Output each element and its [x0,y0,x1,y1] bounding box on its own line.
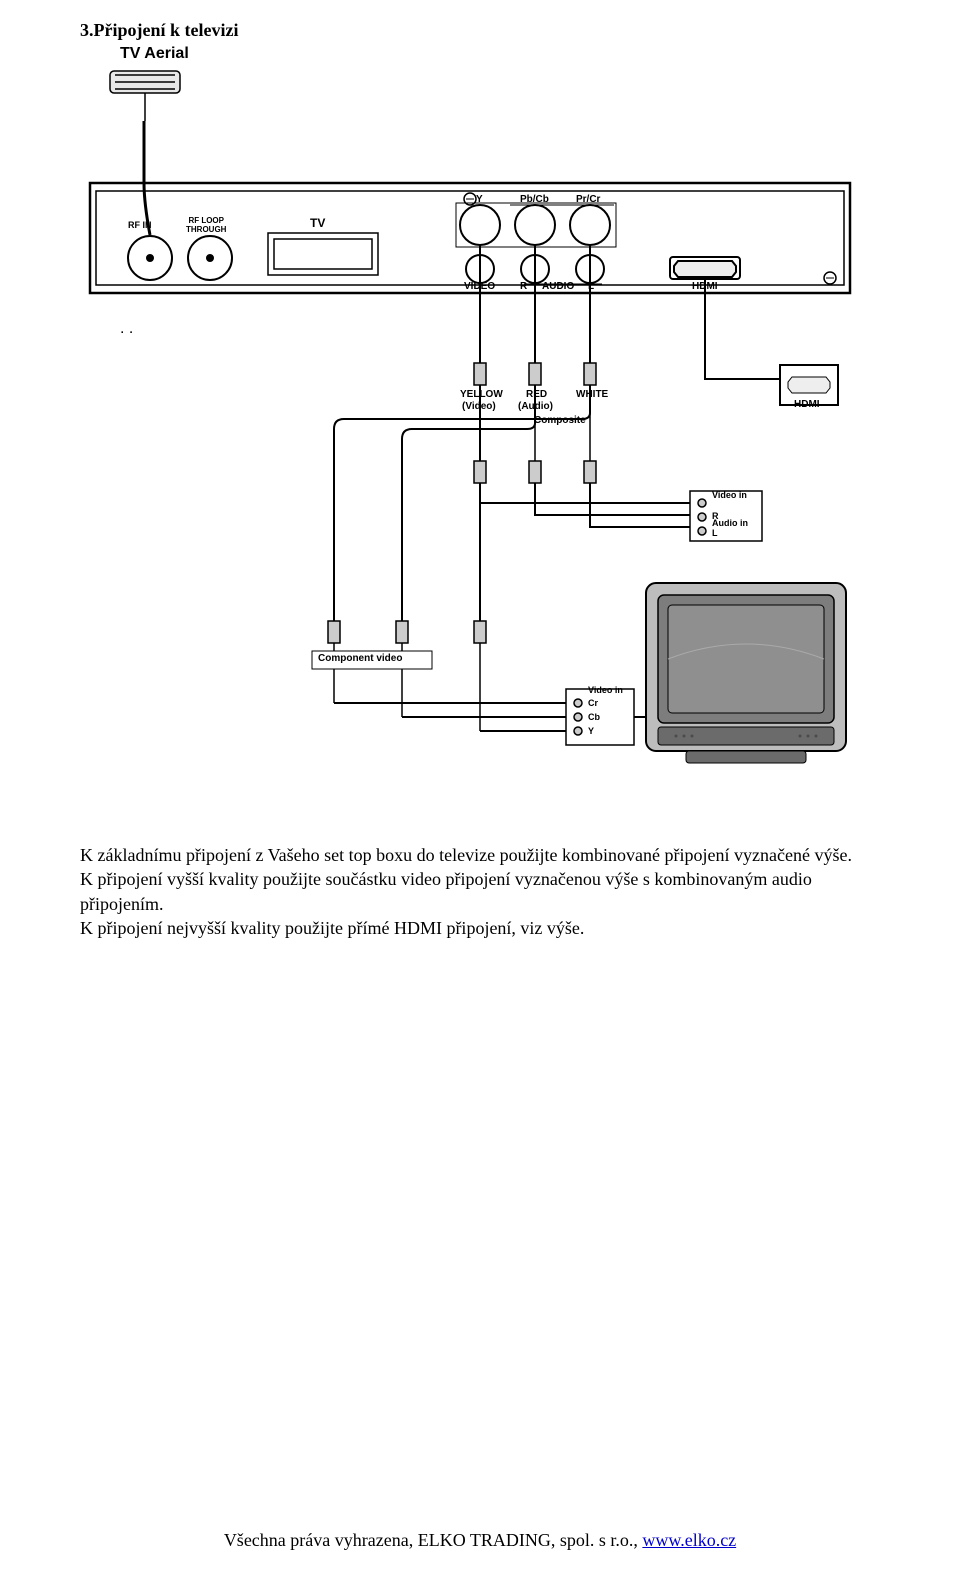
label-video: VIDEO [464,281,495,292]
label-composite: Composite [534,415,586,426]
svg-text:. .: . . [120,320,133,337]
footer-text: Všechna práva vyhrazena, ELKO TRADING, s… [224,1530,643,1550]
label-cb: Cb [588,713,600,723]
label-hdmi-port: HDMI [692,281,718,292]
label-tv-scart: TV [310,217,325,230]
label-l: L [588,281,594,292]
antenna-label: TV Aerial [120,45,880,63]
label-yellow-sub: (Video) [462,401,496,412]
footer-link[interactable]: www.elko.cz [642,1530,736,1550]
label-hdmi-box: HDMI [794,399,820,410]
paragraph-2: K připojení vyšší kvality použijte součá… [80,867,880,916]
label-videoin-bot: Video in [588,686,623,696]
label-component: Component video [318,653,402,664]
label-y: Y [476,194,483,205]
connection-diagram: . . [80,63,880,823]
label-videoin-top: Video in [712,491,747,501]
label-r: R [520,281,527,292]
footer: Všechna práva vyhrazena, ELKO TRADING, s… [80,1530,880,1551]
label-red: RED [526,389,547,400]
section-title: 3.Připojení k televizi [80,20,880,41]
label-rf-in: RF IN [128,221,152,231]
label-rf-loop: RF LOOP THROUGH [186,217,226,235]
label-cr: Cr [588,699,598,709]
label-y-bot: Y [588,727,594,737]
label-audio: AUDIO [542,281,574,292]
label-pbcb: Pb/Cb [520,194,549,205]
label-l-top: L [712,529,718,539]
paragraph-1: K základnímu připojení z Vašeho set top … [80,843,880,867]
label-prcr: Pr/Cr [576,194,600,205]
label-red-sub: (Audio) [518,401,553,412]
label-yellow: YELLOW [460,389,503,400]
paragraph-3: K připojení nejvyšší kvality použijte př… [80,916,880,940]
label-white: WHITE [576,389,608,400]
